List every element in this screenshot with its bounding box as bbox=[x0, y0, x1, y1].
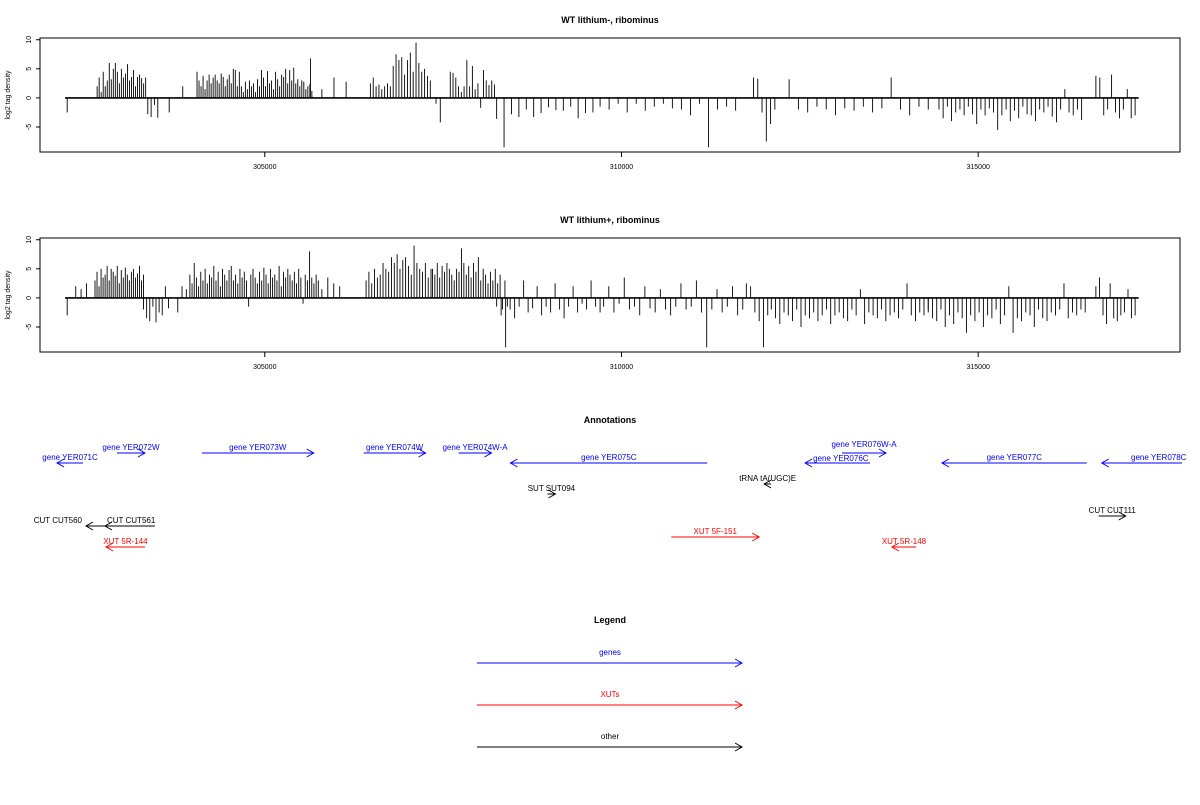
feature-gene: gene YER072W bbox=[102, 443, 160, 458]
plot-frame bbox=[39, 237, 1181, 353]
arrow-head-icon bbox=[763, 479, 772, 489]
panel-lithium-plus: WT lithium+, ribominus -5 0 5 10 log2 tag de… bbox=[5, 215, 1181, 371]
feature-other: tRNA tA(UGC)E bbox=[739, 474, 796, 489]
legend-label: genes bbox=[599, 648, 621, 657]
feature-label: CUT CUT560 bbox=[34, 516, 83, 525]
feature-gene: gene YER078C bbox=[1100, 453, 1187, 468]
arrow-head-icon bbox=[1100, 458, 1109, 468]
y-axis-label: log2 tag density bbox=[5, 70, 12, 120]
feature-xut: XUT 5R-148 bbox=[882, 537, 927, 552]
feature-label: SUT SUT094 bbox=[528, 484, 576, 493]
feature-label: gene YER077C bbox=[987, 453, 1043, 462]
feature-label: gene YER074W bbox=[366, 443, 424, 452]
x-tick-label: 305000 bbox=[253, 364, 276, 371]
feature-label: gene YER072W bbox=[102, 443, 160, 452]
feature-other: CUT CUT111 bbox=[1089, 506, 1137, 521]
feature-label: XUT 5R-144 bbox=[103, 537, 148, 546]
arrow-head-icon bbox=[804, 458, 813, 468]
feature-gene: gene YER076W-A bbox=[831, 440, 897, 458]
panel-lithium-minus: WT lithium-, ribominus -5 0 5 10 log2 tag de… bbox=[5, 15, 1181, 171]
y-tick-label: 0 bbox=[26, 96, 33, 100]
arrow-head-icon bbox=[137, 448, 146, 458]
arrow-head-icon bbox=[548, 489, 557, 499]
feature-label: gene YER078C bbox=[1131, 453, 1187, 462]
feature-gene: gene YER071C bbox=[42, 453, 98, 468]
legend-title: Legend bbox=[594, 615, 626, 625]
feature-label: gene YER076C bbox=[813, 454, 869, 463]
arrow-head-icon bbox=[104, 542, 114, 552]
feature-gene: gene YER076C bbox=[804, 454, 871, 468]
arrow-head-icon bbox=[878, 448, 888, 458]
feature-label: tRNA tA(UGC)E bbox=[739, 474, 796, 483]
arrow-head-icon bbox=[103, 521, 113, 531]
y-tick-label: 10 bbox=[26, 236, 33, 244]
y-tick-label: -5 bbox=[26, 124, 33, 130]
feature-other: CUT CUT561 bbox=[103, 516, 156, 531]
feature-label: gene YER076W-A bbox=[831, 440, 897, 449]
arrow-head-icon bbox=[890, 542, 900, 552]
y-tick-label: 0 bbox=[26, 296, 33, 300]
y-tick-label: -5 bbox=[26, 324, 33, 330]
annotations-title: Annotations bbox=[584, 415, 637, 425]
plot-frame bbox=[39, 37, 1181, 153]
legend-label: other bbox=[601, 732, 620, 741]
feature-xut: XUT 5F-151 bbox=[671, 527, 761, 542]
arrow-head-icon bbox=[306, 448, 315, 458]
legend-item-xut: XUTs bbox=[477, 690, 744, 710]
feature-label: gene YER075C bbox=[581, 453, 637, 462]
x-tick-label: 305000 bbox=[253, 164, 276, 171]
feature-label: XUT 5R-148 bbox=[882, 537, 927, 546]
feature-xut: XUT 5R-144 bbox=[103, 537, 148, 552]
arrow-head-icon bbox=[734, 700, 744, 710]
legend-item-other: other bbox=[477, 732, 744, 752]
panel-title: WT lithium-, ribominus bbox=[561, 15, 659, 25]
arrow-head-icon bbox=[509, 458, 518, 468]
annotations-track: Annotations gene YER071C gene YER072W gene… bbox=[34, 415, 1187, 552]
feature-label: CUT CUT561 bbox=[107, 516, 156, 525]
arrow-head-icon bbox=[418, 448, 427, 458]
legend-label: XUTs bbox=[600, 690, 619, 699]
y-tick-label: 5 bbox=[26, 67, 33, 71]
arrow-head-icon bbox=[56, 458, 65, 468]
feature-label: XUT 5F-151 bbox=[694, 527, 738, 536]
feature-label: gene YER073W bbox=[229, 443, 287, 452]
feature-gene: gene YER073W bbox=[201, 443, 315, 458]
feature-label: CUT CUT111 bbox=[1089, 506, 1137, 515]
feature-label: gene YER071C bbox=[42, 453, 98, 462]
arrow-head-icon bbox=[484, 448, 493, 458]
arrow-head-icon bbox=[940, 458, 950, 468]
y-tick-label: 5 bbox=[26, 267, 33, 271]
arrow-head-icon bbox=[734, 742, 744, 752]
feature-label: gene YER074W-A bbox=[442, 443, 508, 452]
x-tick-label: 315000 bbox=[967, 364, 990, 371]
legend: Legend genes XUTs other bbox=[477, 615, 744, 752]
y-tick-label: 10 bbox=[26, 36, 33, 44]
arrow-head-icon bbox=[1118, 511, 1127, 521]
arrow-head-icon bbox=[751, 532, 761, 542]
feature-gene: gene YER075C bbox=[509, 453, 708, 468]
feature-gene: gene YER077C bbox=[940, 453, 1087, 468]
arrow-head-icon bbox=[85, 521, 94, 531]
legend-item-gene: genes bbox=[477, 648, 744, 668]
feature-gene: gene YER074W bbox=[363, 443, 427, 458]
x-tick-label: 315000 bbox=[967, 164, 990, 171]
x-tick-label: 310000 bbox=[610, 164, 633, 171]
y-axis-label: log2 tag density bbox=[5, 270, 12, 320]
feature-other: SUT SUT094 bbox=[528, 484, 576, 499]
panel-title: WT lithium+, ribominus bbox=[560, 215, 660, 225]
feature-gene: gene YER074W-A bbox=[442, 443, 508, 458]
arrow-head-icon bbox=[734, 658, 744, 668]
feature-other: CUT CUT560 bbox=[34, 516, 112, 531]
x-tick-label: 310000 bbox=[610, 364, 633, 371]
